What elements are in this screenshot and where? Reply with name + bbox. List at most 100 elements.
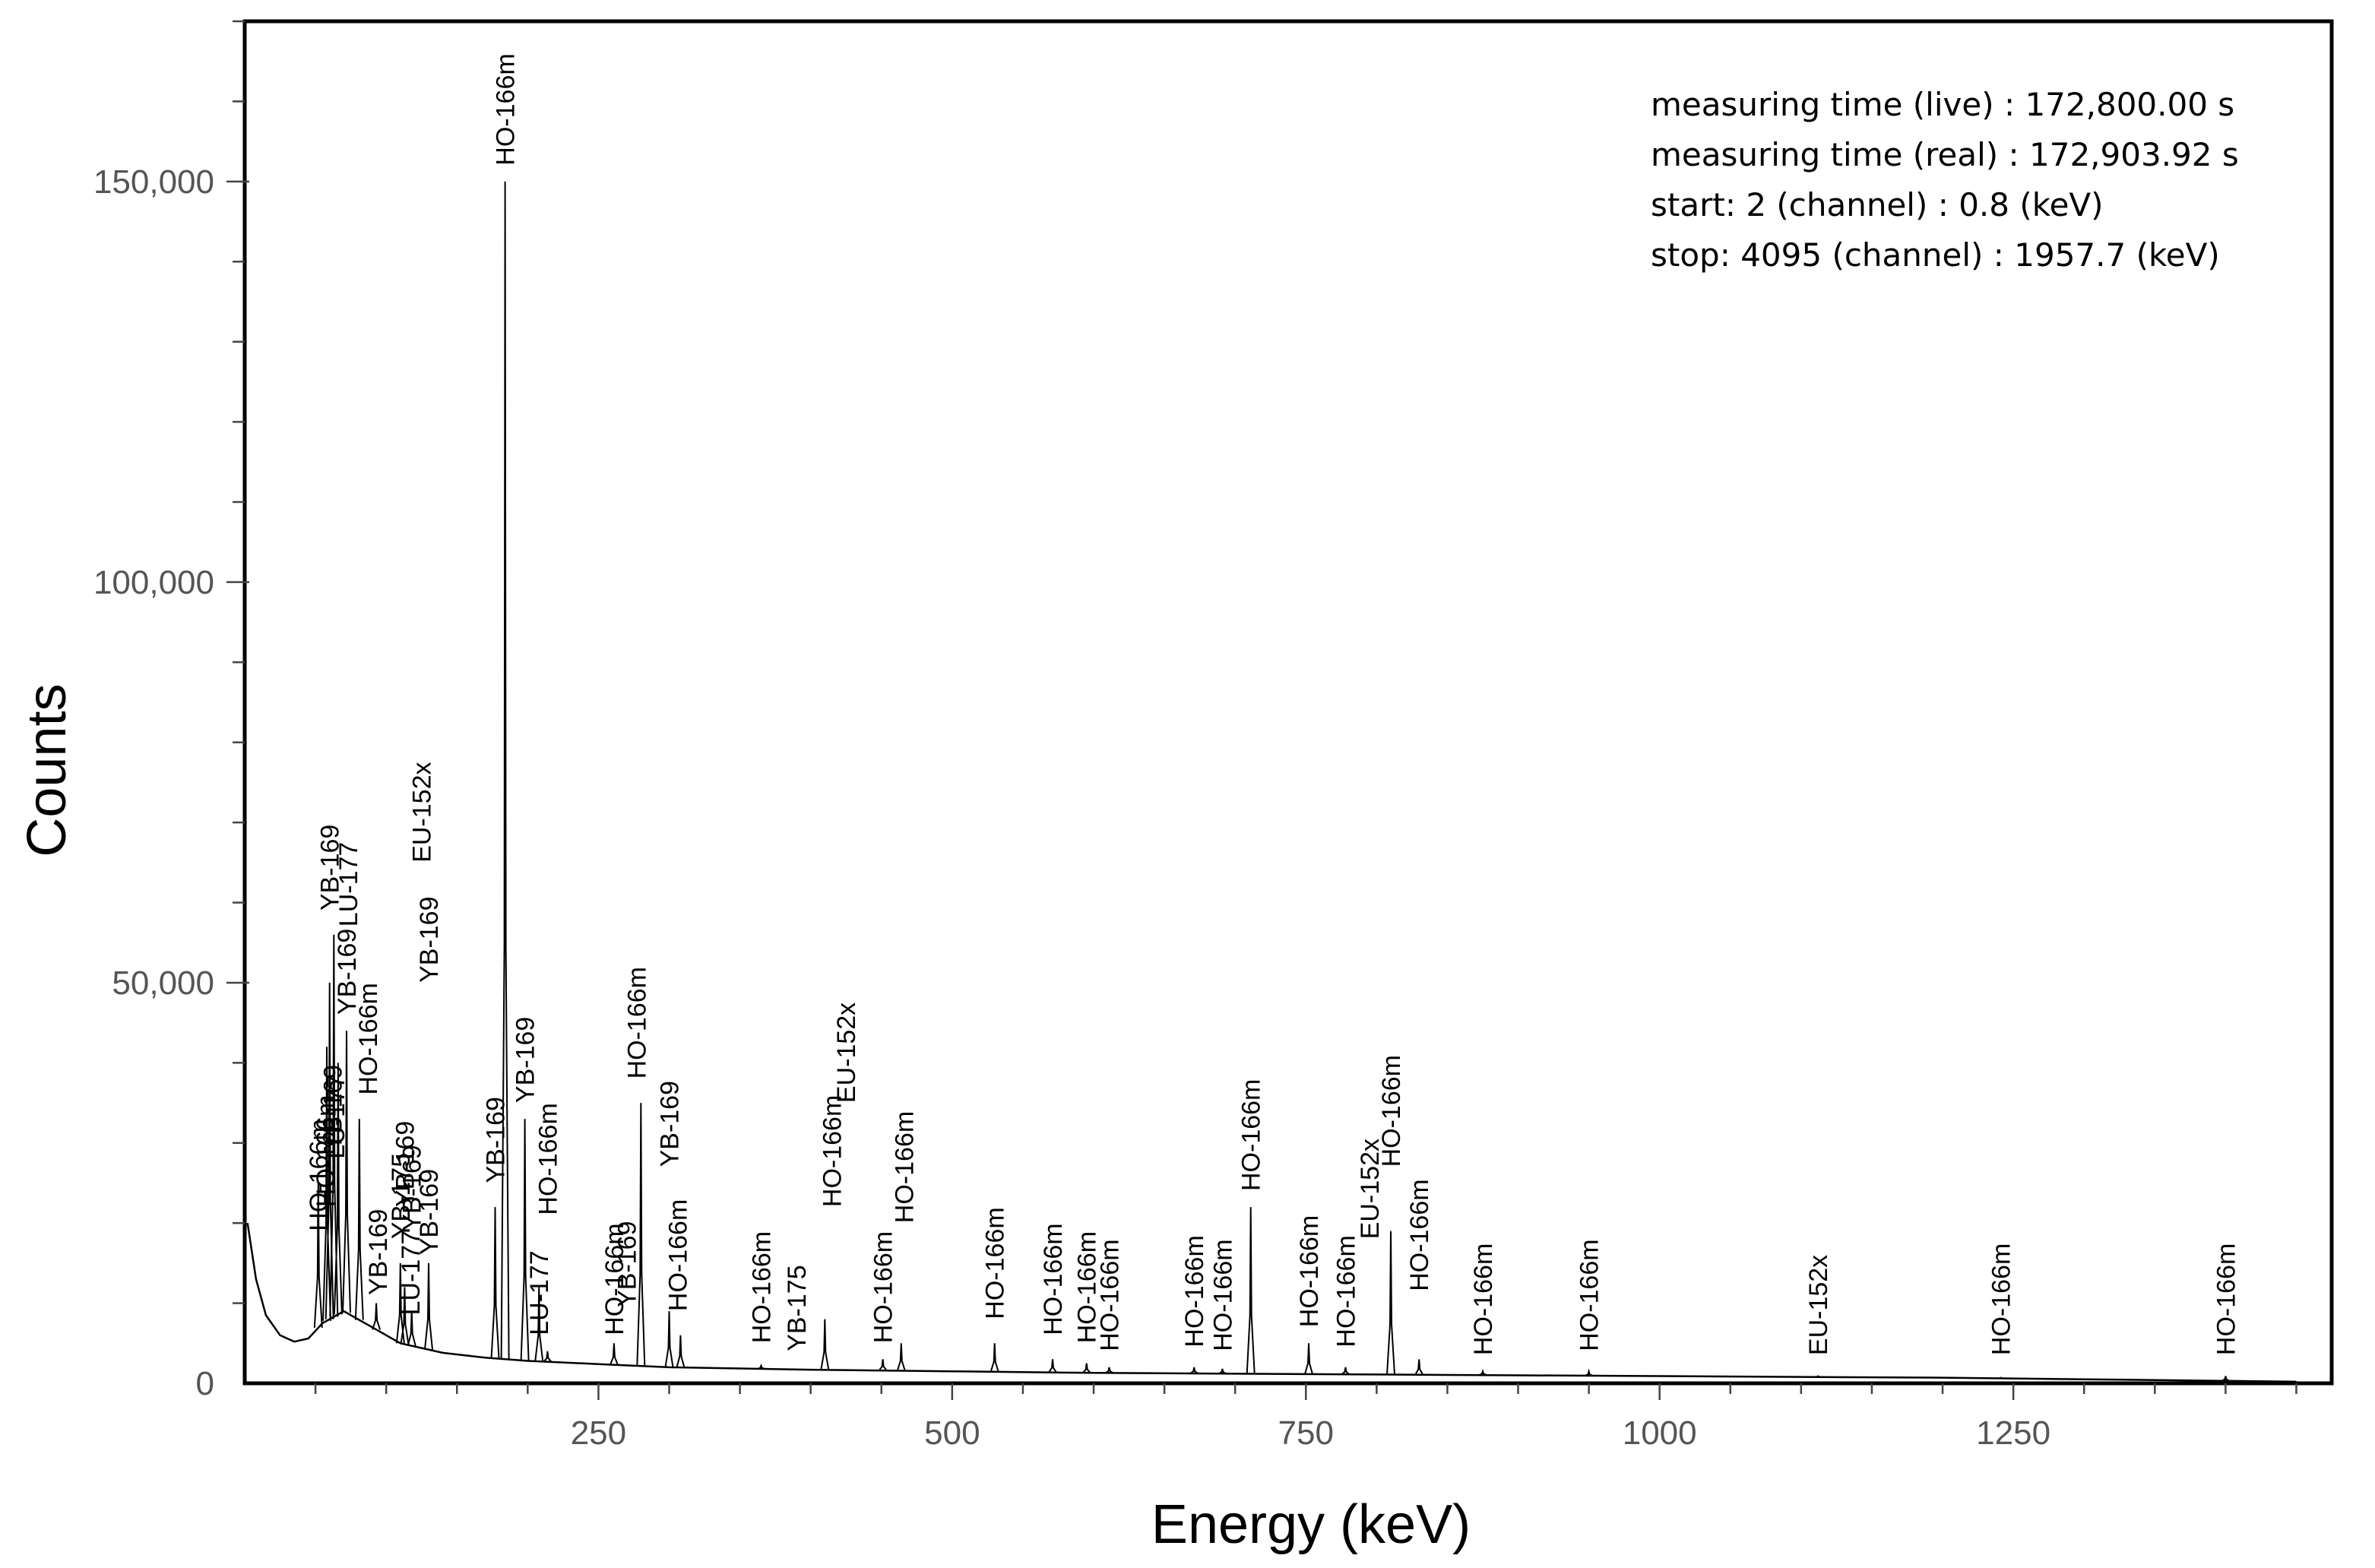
y-tick-label: 100,000 — [93, 564, 214, 601]
peak-label: YB-169 — [656, 1081, 685, 1167]
peak-label: HO-166m — [1237, 1079, 1266, 1191]
peak-label: HO-166m — [312, 1095, 340, 1207]
peak-label: LU-177 — [525, 1250, 554, 1335]
spectrum-peak — [520, 1119, 530, 1361]
spectrum-peak — [1081, 1363, 1091, 1373]
peak-label: HO-166m — [1575, 1239, 1604, 1351]
peak-label: YB-169 — [398, 1145, 427, 1231]
peak-label: HO-166m — [534, 1103, 562, 1215]
y-tick-label: 0 — [196, 1365, 214, 1402]
spectrum-peak — [664, 1311, 674, 1368]
peak-label: YB-169 — [316, 825, 345, 911]
spectrum-peak — [2221, 1376, 2230, 1382]
axis-layer: 0 50,000 100,000 150,000 250 500 750 1000 1250 — [93, 20, 2297, 1452]
x-tick-label: 250 — [571, 1414, 626, 1452]
spectrum-peak — [1246, 1207, 1256, 1374]
peak-label: HO-166m — [1377, 1055, 1406, 1167]
spectrum-peak — [354, 1119, 364, 1320]
spectrum-peak — [896, 1343, 906, 1371]
spectrum-peak — [878, 1359, 888, 1371]
x-tick-label: 1000 — [1623, 1414, 1697, 1452]
spectrum-peak — [820, 1319, 830, 1370]
peak-label: HO-166m — [1469, 1243, 1498, 1355]
peak-label: YB-169 — [613, 1221, 642, 1307]
x-axis-title: Energy (keV) — [1151, 1494, 1471, 1555]
spectrum-peak — [990, 1343, 999, 1373]
peak-label: EU-152x — [1804, 1255, 1833, 1355]
spectrum-peak — [342, 1031, 351, 1313]
spectrum-peak — [333, 1063, 343, 1315]
spectrum-peak — [407, 1311, 416, 1346]
spectrum-peak — [1304, 1343, 1313, 1375]
peak-label: YB-169 — [391, 1121, 420, 1207]
peak-label: EU-152x — [408, 762, 437, 863]
peak-label: HO-166m — [819, 1095, 847, 1207]
info-start: start: 2 (channel) : 0.8 (keV) — [1651, 186, 2104, 223]
spectrum-peak — [490, 1207, 500, 1359]
spectrum-peak — [500, 181, 510, 1360]
peak-label: HO-166m — [981, 1207, 1010, 1319]
peak-label: HO-166m — [623, 967, 652, 1079]
peak-label: YB-169 — [333, 929, 362, 1015]
peak-label: YB-169 — [511, 1017, 540, 1103]
peak-label: HO-166m — [1073, 1231, 1102, 1343]
peak-label: HO-166m — [1096, 1239, 1125, 1351]
peak-label: HO-166m — [664, 1199, 693, 1311]
spectrum-peak — [1189, 1367, 1199, 1374]
peak-label: HO-166m — [2212, 1243, 2240, 1355]
info-stop: stop: 4095 (channel) : 1957.7 (keV) — [1651, 236, 2220, 274]
peak-label: HO-166m — [354, 983, 383, 1094]
spectrum-peak — [1048, 1359, 1057, 1373]
info-live-time: measuring time (live) : 172,800.00 s — [1651, 86, 2234, 123]
peak-label: HO-166m — [891, 1111, 920, 1223]
peak-label: LU-177 — [321, 1074, 350, 1159]
y-axis-title: Counts — [17, 684, 78, 857]
peak-label: HO-166m — [1208, 1239, 1237, 1351]
x-tick-label: 500 — [924, 1414, 980, 1452]
spectrum-peak — [1585, 1368, 1594, 1376]
peak-label: YB-169 — [415, 1169, 444, 1255]
peak-label: HO-166m — [1987, 1243, 2016, 1355]
spectrum-peak — [1341, 1367, 1351, 1375]
peak-label: HO-166m — [600, 1223, 629, 1335]
peak-label: YB-169 — [318, 1065, 347, 1151]
spectrum-peak — [543, 1351, 553, 1363]
peak-label: YB-175 — [783, 1265, 812, 1351]
spectrum-peak — [1997, 1376, 2005, 1380]
peak-label: HO-166m — [305, 1119, 334, 1231]
peak-label: HO-166m — [748, 1231, 777, 1343]
measurement-info: measuring time (live) : 172,800.00 s mea… — [1651, 86, 2239, 274]
plot-frame — [242, 19, 2334, 1386]
peak-label: HO-166m — [1039, 1223, 1068, 1335]
peak-label: EU-152x — [832, 1003, 861, 1103]
spectrum-peak — [609, 1343, 619, 1365]
spectrum-peak — [1814, 1375, 1822, 1378]
x-tick-label: 1250 — [1976, 1414, 2050, 1452]
x-tick-label: 750 — [1278, 1414, 1334, 1452]
spectrum-peak — [1414, 1359, 1424, 1376]
peak-label: HO-166m — [1180, 1235, 1209, 1347]
spectrum-peak — [329, 934, 339, 1317]
y-tick-label: 50,000 — [112, 965, 214, 1002]
peak-label: LU-177 — [397, 1231, 426, 1316]
spectrum-peak — [757, 1363, 765, 1370]
peak-label: HO-166m — [869, 1231, 898, 1343]
info-real-time: measuring time (real) : 172,903.92 s — [1651, 136, 2239, 173]
spectrum-peak — [424, 1262, 433, 1350]
spectrum-peak — [676, 1335, 686, 1368]
peak-label-layer: YB-169LU-177YB-169HO-166mHO-166mYB-169LU… — [305, 53, 2241, 1355]
spectrum-layer — [246, 181, 2297, 1383]
spectrum-peak — [534, 1287, 544, 1362]
peak-label: YB-169 — [415, 896, 444, 982]
peak-label: YB-175 — [387, 1153, 416, 1239]
peak-label: YB-169 — [482, 1097, 511, 1183]
peak-label: LU-177 — [334, 842, 363, 927]
spectrum-peak — [1386, 1231, 1395, 1375]
peak-label: HO-166m — [1332, 1235, 1360, 1347]
y-tick-label: 150,000 — [93, 163, 214, 201]
spectrum-peak — [395, 1262, 405, 1344]
peak-label: HO-166m — [492, 53, 521, 165]
spectrum-peak — [1104, 1367, 1114, 1374]
